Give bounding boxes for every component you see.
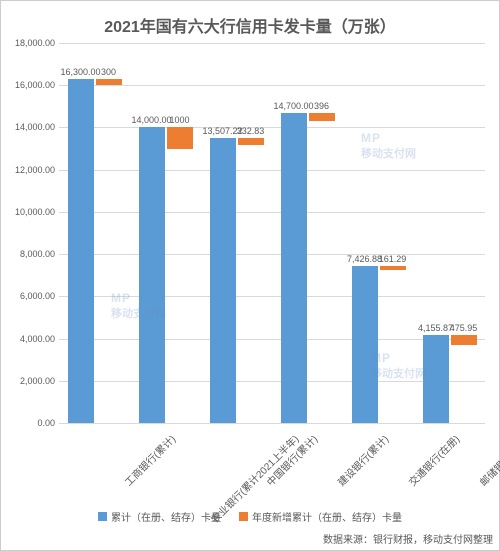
bar-cumulative: 16,300.00 [68,79,94,423]
x-tick-label: 邮储银行(结存) [475,431,500,489]
bar-value-label: 14,000.00 [131,115,171,127]
plot-area: 0.002,000.004,000.006,000.008,000.0010,0… [59,43,485,423]
bar-group: 13,507.22332.83 [210,138,264,423]
bar-new: 161.29 [380,266,406,269]
bar-cumulative: 14,700.00 [281,113,307,423]
bar-value-label: 1000 [169,115,189,127]
legend-swatch-2 [239,512,248,521]
bar-group: 14,000.001000 [139,127,193,423]
y-tick-label: 10,000.00 [5,207,55,217]
y-tick-label: 2,000.00 [5,376,55,386]
bar-value-label: 475.95 [450,323,478,335]
bar-value-label: 161.29 [379,254,407,266]
bar-group: 14,700.00396 [281,113,335,423]
legend-item-series1: 累计（在册、结存）卡量 [98,509,221,524]
chart-title: 2021年国有六大行信用卡发卡量（万张） [1,1,499,45]
gridline [59,423,485,424]
bar-cumulative: 7,426.88 [352,266,378,423]
legend-swatch-1 [98,512,107,521]
bar-value-label: 7,426.88 [347,254,382,266]
legend-label-2: 年度新增累计（在册、结存）卡量 [252,509,402,524]
bar-value-label: 300 [101,67,116,79]
gridline [59,296,485,297]
gridline [59,85,485,86]
bar-group: 4,155.87475.95 [423,335,477,423]
bar-new: 1000 [167,127,193,148]
bar-new: 332.83 [238,138,264,145]
legend-item-series2: 年度新增累计（在册、结存）卡量 [239,509,402,524]
gridline [59,339,485,340]
bar-cumulative: 14,000.00 [139,127,165,423]
x-tick-label: 交通银行(在册) [404,431,462,489]
bar-new: 396 [309,113,335,121]
bar-new: 300 [96,79,122,85]
gridline [59,43,485,44]
bar-new: 475.95 [451,335,477,345]
bar-value-label: 14,700.00 [273,101,313,113]
y-tick-label: 12,000.00 [5,165,55,175]
y-tick-label: 18,000.00 [5,38,55,48]
y-tick-label: 0.00 [5,418,55,428]
legend-label-1: 累计（在册、结存）卡量 [111,509,221,524]
gridline [59,212,485,213]
legend: 累计（在册、结存）卡量 年度新增累计（在册、结存）卡量 [1,509,499,524]
source-text: 数据来源：银行财报，移动支付网整理 [323,531,493,546]
x-tick-label: 建设银行(累计) [333,431,391,489]
chart-container: 2021年国有六大行信用卡发卡量（万张） 0.002,000.004,000.0… [0,0,500,551]
y-tick-label: 4,000.00 [5,334,55,344]
bar-group: 7,426.88161.29 [352,266,406,423]
gridline [59,170,485,171]
bar-group: 16,300.00300 [68,79,122,423]
x-tick-label: 工商银行(累计) [120,431,178,489]
y-tick-label: 8,000.00 [5,249,55,259]
y-tick-label: 16,000.00 [5,80,55,90]
gridline [59,254,485,255]
x-axis-labels: 工商银行(累计)农业银行(累计2021上半年)中国银行(累计)建设银行(累计)交… [59,425,485,495]
gridline [59,381,485,382]
bar-cumulative: 13,507.22 [210,138,236,423]
bar-value-label: 396 [314,101,329,113]
y-tick-label: 6,000.00 [5,291,55,301]
bar-value-label: 332.83 [237,126,265,138]
bar-cumulative: 4,155.87 [423,335,449,423]
gridline [59,127,485,128]
y-tick-label: 14,000.00 [5,122,55,132]
bar-value-label: 4,155.87 [418,323,453,335]
bar-value-label: 16,300.00 [60,67,100,79]
